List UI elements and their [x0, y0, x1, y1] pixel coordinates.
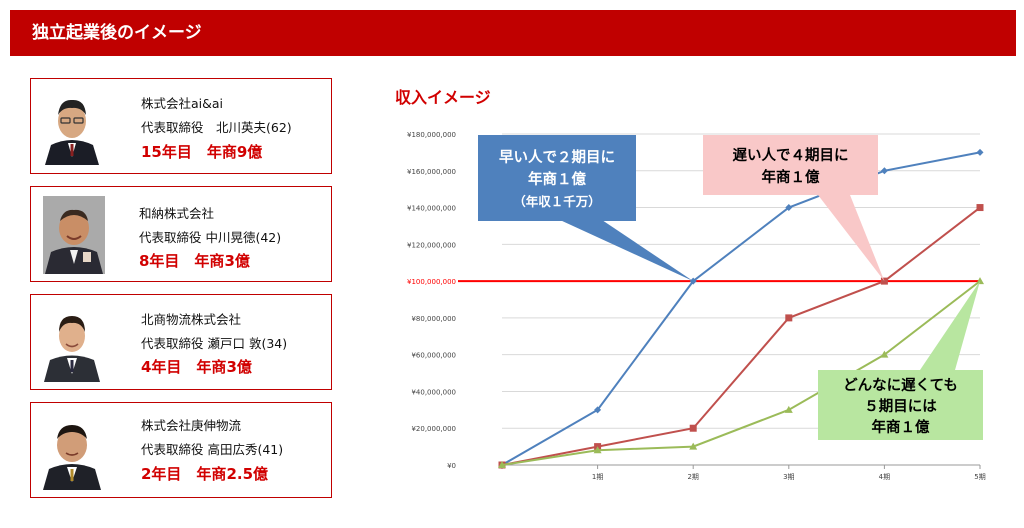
x-tick-label: 3期 — [783, 473, 794, 481]
callout-text: ５期目には — [864, 397, 937, 415]
profile-card: 株式会社ai&ai 代表取締役 北川英夫(62) 15年目 年商9億 — [30, 78, 332, 174]
avatar — [43, 196, 105, 274]
callout-text: 年商１億 — [528, 170, 586, 188]
y-tick-label: ¥0 — [447, 462, 456, 470]
data-point — [880, 350, 889, 358]
data-point — [976, 277, 984, 285]
y-tick-label: ¥20,000,000 — [411, 425, 456, 433]
chart-title: 収入イメージ — [395, 88, 491, 107]
data-point — [498, 461, 506, 468]
data-point — [785, 314, 793, 322]
data-point — [976, 148, 984, 156]
milestone: 8年目 年商3億 — [139, 252, 250, 270]
callout-box — [703, 135, 878, 195]
y-tick-label: ¥80,000,000 — [411, 315, 456, 323]
callout-pointer — [560, 220, 694, 282]
data-point — [976, 204, 984, 212]
company-name: 北商物流株式会社 — [141, 312, 242, 327]
header-bar: 独立起業後のイメージ — [10, 10, 1016, 56]
series-line — [501, 206, 981, 466]
x-tick-label: 2期 — [687, 473, 698, 481]
data-point — [593, 446, 602, 454]
milestone: 2年目 年商2.5億 — [141, 465, 269, 483]
profile-card: 和納株式会社 代表取締役 中川晃徳(42) 8年目 年商3億 — [30, 186, 332, 282]
y-tick-label: ¥40,000,000 — [411, 388, 456, 396]
y-tick-label: ¥140,000,000 — [407, 205, 456, 213]
ceo-name: 代表取締役 高田広秀(41) — [141, 442, 284, 457]
callout-text: 年商１億 — [872, 418, 930, 436]
company-name: 和納株式会社 — [139, 206, 215, 221]
x-tick-label: 1期 — [592, 473, 603, 481]
y-tick-label: ¥180,000,000 — [407, 131, 456, 139]
y-tick-label: ¥100,000,000 — [407, 278, 456, 286]
callout-box — [478, 135, 636, 221]
x-tick-label: 5期 — [974, 473, 985, 481]
page-title: 独立起業後のイメージ — [32, 23, 202, 43]
callout-text: 早い人で２期目に — [499, 148, 615, 166]
ceo-name: 代表取締役 北川英夫(62) — [141, 120, 292, 135]
y-tick-label: ¥120,000,000 — [407, 241, 456, 249]
callout-text: 遅い人で４期目に — [733, 146, 849, 164]
data-point — [880, 277, 888, 285]
company-name: 株式会社庚伸物流 — [141, 418, 242, 433]
callout-text: どんなに遅くても — [843, 377, 958, 394]
income-line-chart: ¥0 ¥20,000,000 ¥40,000,000 ¥60,000,000 ¥80,0… — [407, 131, 986, 481]
ceo-name: 代表取締役 瀬戸口 敦(34) — [141, 336, 288, 351]
ceo-name: 代表取締役 中川晃徳(42) — [139, 230, 282, 245]
y-tick-label: ¥60,000,000 — [411, 352, 456, 360]
data-point — [785, 204, 793, 212]
series-line — [501, 151, 981, 466]
series-line — [501, 280, 981, 466]
company-name: 株式会社ai&ai — [141, 96, 224, 111]
y-tick-label: ¥160,000,000 — [407, 168, 456, 176]
avatar — [41, 412, 103, 490]
x-tick-label: 4期 — [879, 473, 890, 481]
data-point — [594, 406, 602, 414]
callout-pointer — [920, 281, 980, 370]
callout-text: （年収１千万） — [513, 194, 601, 209]
profile-card: 北商物流株式会社 代表取締役 瀬戸口 敦(34) 4年目 年商3億 — [30, 294, 332, 390]
milestone: 4年目 年商3億 — [141, 358, 252, 376]
avatar — [41, 304, 103, 382]
callout-box — [818, 370, 983, 440]
profile-card: 株式会社庚伸物流 代表取締役 高田広秀(41) 2年目 年商2.5億 — [30, 402, 332, 498]
data-point — [880, 167, 888, 175]
callout-text: 年商１億 — [762, 168, 820, 186]
avatar — [41, 87, 103, 165]
data-point — [784, 405, 793, 413]
data-point — [689, 424, 697, 432]
data-point — [689, 442, 698, 450]
milestone: 15年目 年商9億 — [141, 143, 263, 161]
